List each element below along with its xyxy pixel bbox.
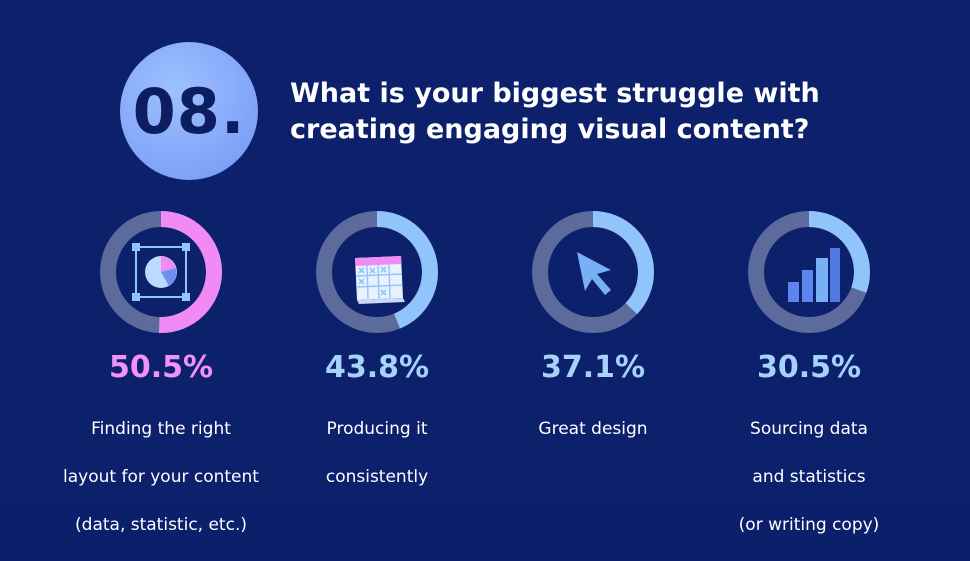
stat-item-sourcing: 30.5% Sourcing data and statistics (or w… (701, 210, 917, 535)
label-consistency-line-2: consistently (325, 467, 429, 487)
label-sourcing-line-3: (or writing copy) (738, 515, 880, 535)
question-number: 08. (132, 74, 246, 148)
label-consistency-line-1: Producing it (326, 419, 428, 439)
question-title: What is your biggest struggle with creat… (290, 76, 890, 148)
donut-arc-consistency (316, 211, 438, 333)
stat-item-consistency: 43.8% Producing it consistently (269, 210, 485, 500)
label-consistency: Producing it consistently (269, 393, 485, 513)
percent-layout: 50.5% (108, 350, 214, 385)
question-title-line-1: What is your biggest struggle with (290, 78, 820, 109)
percent-sourcing: 30.5% (756, 350, 862, 385)
layout-chart-icon (132, 243, 190, 301)
label-layout: Finding the right layout for your conten… (53, 393, 269, 561)
donut-chart-design (532, 211, 654, 333)
donut-arc-layout (100, 211, 222, 333)
calendar-icon (355, 256, 405, 304)
bar-chart-icon (788, 248, 840, 302)
label-layout-line-2: layout for your content (63, 467, 259, 487)
infographic: 08. What is your biggest struggle with c… (53, 42, 917, 535)
label-design-line-1: Great design (538, 419, 648, 439)
donut-chart-consistency (316, 211, 438, 333)
label-sourcing: Sourcing data and statistics (or writing… (701, 393, 917, 561)
label-layout-line-3: (data, statistic, etc.) (75, 515, 247, 535)
stat-item-layout: 50.5% Finding the right layout for your … (53, 210, 269, 535)
header: 08. What is your biggest struggle with c… (120, 42, 900, 180)
donut-chart-sourcing (748, 211, 870, 333)
cursor-icon (577, 252, 611, 295)
percent-design: 37.1% (540, 350, 646, 385)
label-sourcing-line-1: Sourcing data (750, 419, 868, 439)
donut-arc-design (532, 211, 654, 333)
stat-item-design: 37.1% Great design (485, 210, 701, 500)
label-layout-line-1: Finding the right (91, 419, 231, 439)
label-design: Great design (485, 393, 701, 465)
donut-chart-layout (100, 211, 222, 333)
question-number-badge: 08. (120, 42, 258, 180)
label-sourcing-line-2: and statistics (752, 467, 866, 487)
donut-arc-sourcing (748, 211, 870, 333)
question-title-line-2: creating engaging visual content? (290, 114, 810, 145)
percent-consistency: 43.8% (324, 350, 430, 385)
